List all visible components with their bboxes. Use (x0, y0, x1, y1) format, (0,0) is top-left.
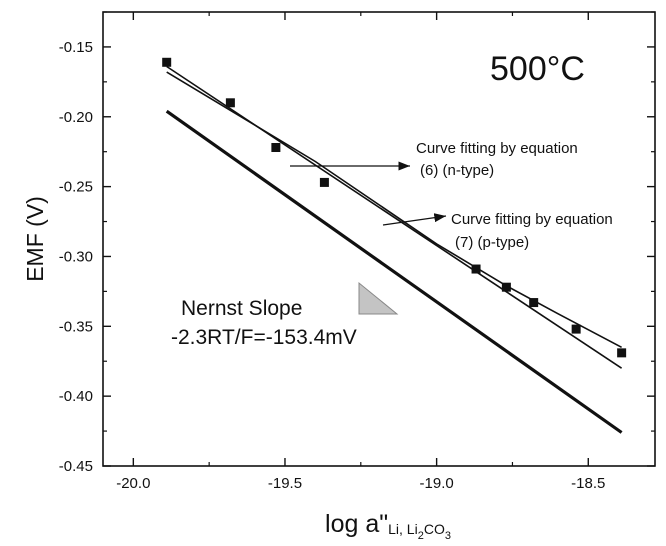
x-axis-label-sub-3: 3 (445, 530, 451, 542)
data-point-marker (471, 264, 481, 274)
x-axis-label-main: log a" (325, 510, 388, 538)
data-point-marker (501, 282, 511, 292)
x-axis-label-sub-2: 2 (418, 530, 424, 542)
y-axis-label: EMF (V) (22, 196, 48, 282)
data-point-marker (571, 324, 581, 334)
y-tick-label: -0.25 (59, 179, 93, 196)
x-tick-label: -20.0 (116, 475, 150, 492)
y-tick-label: -0.15 (59, 39, 93, 56)
nernst-slope-line (165, 109, 623, 434)
axis-tick-labels: -20.0 -19.5 -19.0 -18.5 -0.15 -0.20 -0.25 -0.30… (59, 39, 606, 492)
data-point-marker (617, 348, 627, 358)
annotation-arrows (290, 161, 447, 226)
y-tick-label: -0.30 (59, 248, 93, 265)
data-point-marker (271, 143, 281, 153)
n-type-annotation-line1: Curve fitting by equation (416, 140, 578, 157)
y-tick-label: -0.35 (59, 318, 93, 335)
data-markers (162, 57, 627, 358)
x-axis-label: log a"Li, Li2CO3 (325, 510, 451, 542)
data-point-marker (225, 98, 235, 108)
y-tick-label: -0.20 (59, 109, 93, 126)
nernst-slope-triangle (358, 281, 399, 315)
data-point-marker (529, 298, 539, 308)
axis-ticks (103, 11, 655, 467)
temperature-label: 500°C (490, 50, 585, 88)
p-type-annotation-line2: (7) (p-type) (455, 234, 529, 251)
p-type-fit-curve (166, 71, 622, 349)
data-point-marker (319, 177, 329, 187)
p-type-annotation-line1: Curve fitting by equation (451, 211, 613, 228)
y-tick-label: -0.45 (59, 458, 93, 475)
fit-lines (165, 65, 623, 434)
x-axis-label-sub-li: Li, Li (388, 521, 418, 537)
x-tick-label: -19.5 (268, 475, 302, 492)
y-tick-label: -0.40 (59, 388, 93, 405)
nernst-annotation-line1: Nernst Slope (181, 297, 302, 320)
n-type-annotation-line2: (6) (n-type) (420, 162, 494, 179)
nernst-annotation-line2: -2.3RT/F=-153.4mV (171, 326, 357, 349)
x-axis-label-sub-co: CO (424, 521, 445, 537)
plot-frame (102, 11, 656, 467)
data-point-marker (162, 57, 172, 67)
p-type-arrow (382, 213, 447, 226)
x-tick-label: -18.5 (571, 475, 605, 492)
x-tick-label: -19.0 (420, 475, 454, 492)
